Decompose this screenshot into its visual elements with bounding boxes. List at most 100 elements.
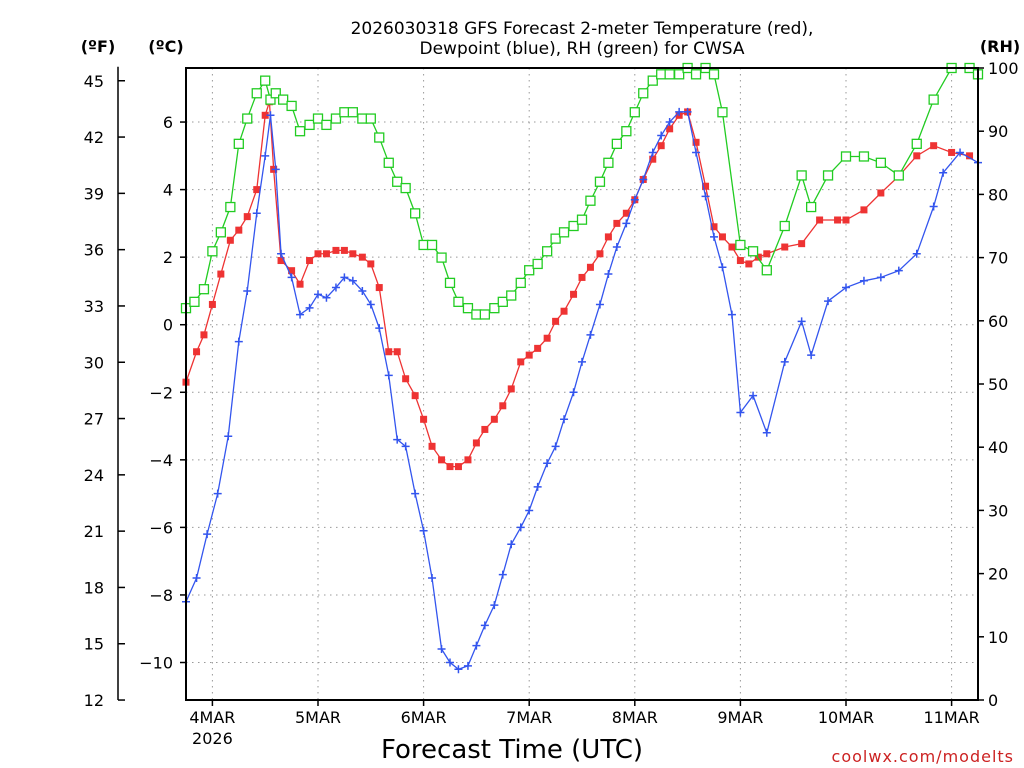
dewpoint-point [419, 526, 428, 535]
dewpoint-point [701, 192, 710, 201]
rh-tick-label: 10 [988, 628, 1008, 647]
temperature-point [666, 125, 674, 133]
x-tick-label: 6MAR [401, 708, 447, 727]
dewpoint-point [516, 523, 525, 532]
rh-tick-label: 30 [988, 501, 1008, 520]
fahrenheit-tick-label: 12 [84, 691, 104, 710]
temperature-point [525, 351, 533, 359]
rh-point [893, 170, 904, 181]
temperature-point [728, 243, 736, 251]
celsius-tick-label: −4 [149, 451, 173, 470]
rh-tick-label: 60 [988, 312, 1008, 331]
dewpoint-point [490, 601, 499, 610]
temperature-point [543, 334, 551, 342]
temperature-point [507, 385, 515, 393]
axes: 4MAR 2026 5MAR 6MAR 7MAR 8MAR 9MAR 10MAR 11MAR 6 4… [84, 59, 1019, 748]
temperature-point [296, 280, 304, 288]
rh-point [225, 201, 236, 213]
x-tick-label: 5MAR [295, 708, 341, 727]
rh-point [747, 246, 759, 257]
fahrenheit-tick-label: 45 [84, 72, 104, 91]
rh-point [576, 214, 588, 225]
temperature-point [340, 246, 348, 254]
rh-point [260, 75, 271, 86]
grid-lines [186, 68, 978, 700]
dewpoint-point [749, 391, 758, 400]
rh-point [453, 296, 464, 307]
rh-point [270, 88, 281, 99]
x-tick-label: 9MAR [717, 708, 763, 727]
rh-tick-label: 20 [988, 565, 1008, 584]
temperature-point [226, 236, 234, 244]
temperature-point [552, 317, 560, 325]
temperature-point [692, 138, 700, 146]
temperature-point [385, 348, 393, 356]
temperature-point [306, 257, 314, 265]
rh-point [374, 132, 385, 143]
dewpoint-point [595, 300, 604, 309]
temperature-point [402, 375, 410, 383]
dewpoint-point [912, 249, 921, 258]
rh-point [357, 113, 368, 124]
dewpoint-point [859, 276, 868, 285]
temperature-point [745, 260, 753, 268]
dewpoint-point [648, 148, 657, 157]
dewpoint-point [807, 351, 816, 360]
temperature-point [966, 152, 974, 160]
dewpoint-point [463, 661, 472, 670]
rh-point [550, 233, 561, 244]
temperature-point [816, 216, 824, 224]
dewpoint-point [375, 324, 384, 333]
dewpoint-point [956, 148, 965, 157]
dewpoint-point [287, 273, 296, 282]
rh-point [779, 220, 790, 232]
rh-point [444, 277, 456, 289]
dewpoint-point [797, 317, 806, 326]
temperature-point [349, 250, 357, 258]
dewpoint-point [277, 249, 286, 258]
temperature-point [261, 111, 269, 119]
temperature-point [200, 331, 208, 339]
dewpoint-point [296, 310, 305, 319]
dewpoint-point [366, 300, 375, 309]
dewpoint-point [894, 266, 903, 275]
fahrenheit-tick-label: 39 [84, 184, 104, 203]
rh-point [347, 107, 358, 118]
celsius-tick-label: −6 [149, 518, 173, 537]
rh-point [656, 69, 667, 80]
dewpoint-point [507, 540, 516, 549]
temperature-point [913, 152, 921, 160]
rh-point [840, 151, 852, 162]
rh-point [383, 157, 394, 168]
dewpoint-point [243, 286, 252, 295]
dewpoint-point [639, 175, 648, 184]
rh-point [198, 284, 210, 295]
temperature-point [428, 442, 436, 450]
dewpoint-point [252, 209, 261, 218]
dewpoint-point [358, 286, 367, 295]
fahrenheit-tick-label: 33 [84, 297, 104, 316]
temperature-point [702, 182, 710, 190]
dewpoint-point [551, 442, 560, 451]
dewpoint-point [824, 297, 833, 306]
rh-point [312, 113, 324, 124]
chart-title: 2026030318 GFS Forecast 2-meter Temperat… [351, 19, 814, 39]
dewpoint-point [533, 482, 542, 491]
dewpoint-point [929, 202, 938, 211]
dewpoint-point [525, 506, 534, 515]
temperature-point [438, 456, 446, 464]
temperature-point [253, 186, 261, 194]
x-tick-label: 8MAR [612, 708, 658, 727]
rh-point [497, 296, 508, 307]
fahrenheit-tick-label: 30 [84, 353, 104, 372]
dewpoint-point [939, 168, 948, 177]
rh-point [647, 75, 658, 86]
temperature-point [193, 348, 201, 356]
temperature-point [586, 263, 594, 271]
dewpoint-point [736, 408, 745, 417]
rh-point [426, 239, 438, 251]
rh-tick-label: 0 [988, 691, 998, 710]
temperature-point [420, 415, 428, 423]
rh-point [806, 201, 817, 213]
celsius-tick-label: −8 [149, 586, 173, 605]
